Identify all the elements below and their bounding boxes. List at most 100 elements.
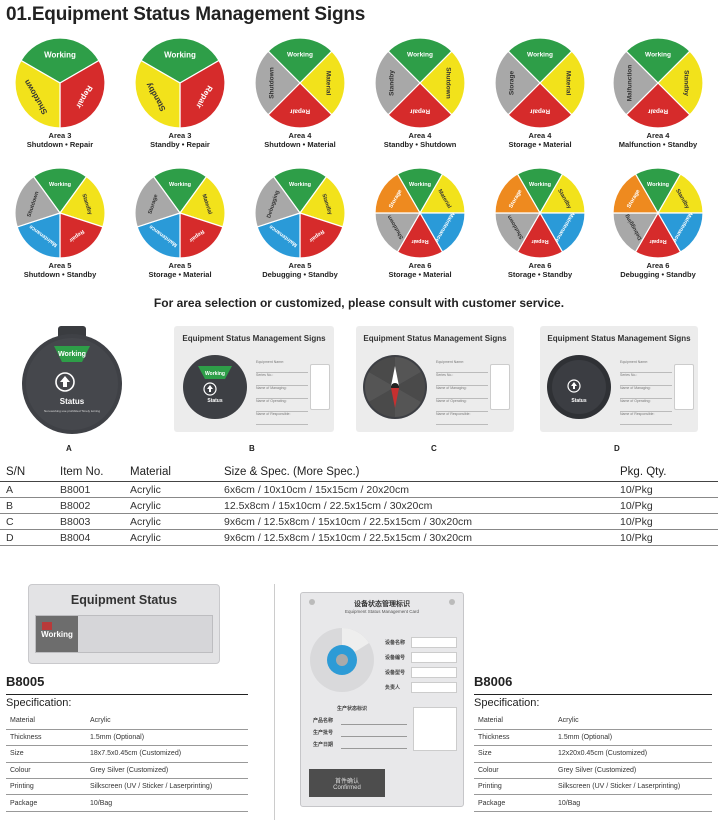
dial-segment-label: Working: [49, 182, 71, 188]
dial-area-label: Area 4: [408, 131, 432, 140]
status-dial: Working Standby Maintenance Repair Shutdown S…: [480, 166, 600, 279]
b8006-image-row-label: 负责人: [385, 685, 401, 691]
header-size-spec: Size & Spec. (More Spec.): [218, 462, 614, 482]
dial-segment: [634, 167, 682, 215]
dial-segment: [419, 50, 466, 116]
spec-value: 1.5mm (Optional): [554, 729, 712, 747]
dial-segment: [494, 50, 541, 116]
dial-segment-label: Repair: [531, 238, 549, 244]
dial-segment-label: Standby: [682, 70, 689, 96]
dial-segment-label: Repair: [289, 107, 310, 114]
dial-subtitle: Shutdown • Standby: [23, 270, 97, 279]
dial-segment-label: Working: [287, 52, 313, 59]
dial-segment-label: Working: [44, 51, 76, 60]
b8005-spec-list: Material Acrylic Thickness 1.5mm (Optional)…: [6, 713, 248, 812]
dial-segment: [625, 82, 691, 129]
spec-value: 1.5mm (Optional): [86, 729, 248, 747]
dial-segment-label: Repair: [409, 107, 430, 114]
dial-subtitle: Standby • Repair: [150, 140, 210, 149]
table-row: C B8003 Acrylic 9x6cm / 12.5x8cm / 15x10cm …: [0, 513, 718, 530]
spec-value: 10/Bag: [554, 794, 712, 812]
dial-area-label: Area 4: [288, 131, 312, 140]
spec-value: Acrylic: [86, 713, 248, 730]
product-c-image: Equipment Status Management Signs Equipm…: [356, 326, 514, 432]
b8005-spec-heading: Specification:: [6, 697, 72, 709]
status-dial: Working Standby Repair Maintenance Shutdown A…: [0, 166, 120, 279]
b8005-slider-slot: Working: [35, 615, 213, 653]
cell-material: Acrylic: [124, 513, 218, 530]
spec-value: Grey Silver (Customized): [86, 762, 248, 780]
table-row: B B8002 Acrylic 12.5x8cm / 15x10cm / 22.5x1…: [0, 497, 718, 514]
cell-pkg-qty: 10/Pkg: [614, 529, 718, 546]
spec-row: Package 10/Bag: [6, 794, 248, 812]
b8006-confirm-cn: 首件确认: [334, 778, 359, 785]
dial-segment: [494, 212, 542, 253]
dial-segment-label: Repair: [529, 107, 550, 114]
cell-item-no: B8004: [54, 529, 124, 546]
status-dial: Working Standby Maintenance Repair Debugging…: [598, 166, 718, 279]
cell-sn: C: [0, 513, 54, 530]
spec-row: Package 10/Bag: [474, 794, 712, 812]
status-dial: Working Repair Shutdown Area 3 Shutdown • Re…: [0, 36, 120, 149]
dial-segment-label: Working: [169, 182, 191, 188]
dial-segment-label: Storage: [509, 71, 516, 96]
product-c-title: Equipment Status Management Signs: [363, 334, 507, 343]
b8006-image-window: [413, 707, 457, 751]
b8005-model-rule: [6, 694, 248, 695]
status-dial: Working Material Repair Maintenance Storage A…: [120, 166, 240, 279]
dial-segment-label: Working: [409, 182, 431, 188]
cell-material: Acrylic: [124, 481, 218, 498]
dial-wheel: Working Shutdown Repair Standby: [374, 37, 466, 129]
product-row: Working Status Non-working use prohibite…: [0, 322, 718, 462]
product-d-fields: Equipment Name: Series No.: Name of Managi…: [620, 360, 672, 425]
dial-segment: [656, 173, 704, 214]
cell-size-spec: 6x6cm / 10x10cm / 15x15cm / 20x20cm: [218, 481, 614, 498]
dial-segment: [272, 167, 328, 215]
spec-row: Thickness 1.5mm (Optional): [474, 729, 712, 747]
cell-material: Acrylic: [124, 529, 218, 546]
product-b-image: Equipment Status Management Signs Workin…: [174, 326, 334, 432]
dial-segment: [538, 212, 586, 253]
spec-value: 12x20x0.45cm (Customized): [554, 745, 712, 763]
dial-segment: [299, 50, 346, 116]
dial-segment: [152, 167, 208, 215]
dial-area-label: Area 5: [288, 261, 312, 270]
dial-segment: [136, 212, 181, 259]
dial-wheel: Working Material Repair Shutdown: [254, 37, 346, 129]
dial-segment-label: Material: [564, 71, 571, 96]
card-field-line: Series No.:: [620, 373, 672, 386]
spec-row: Size 18x7.5x0.45cm (Customized): [6, 745, 248, 763]
status-dial: Working Repair Standby Area 3 Standby • Repa…: [120, 36, 240, 149]
header-pkg-qty: Pkg. Qty.: [614, 462, 718, 482]
cell-sn: D: [0, 529, 54, 546]
spec-row: Colour Grey Silver (Customized): [474, 762, 712, 780]
dial-segment: [387, 82, 453, 129]
dial-wheel: WorkingMaterialMaintenanceRepairShutdown…: [374, 167, 466, 259]
cell-size-spec: 9x6cm / 12.5x8cm / 15x10cm / 22.5x15cm /…: [218, 513, 614, 530]
dial-segment: [396, 167, 444, 215]
dial-segment-label: Material: [324, 71, 331, 96]
product-d-image: Equipment Status Management Signs Status…: [540, 326, 698, 432]
spec-value: 18x7.5x0.45cm (Customized): [86, 745, 248, 763]
status-dial: Working Material Repair Shutdown Area 4 Shutd…: [240, 36, 360, 149]
dial-segment: [254, 50, 301, 116]
dial-wheel: Working Standby Repair Malfunction: [612, 37, 704, 129]
spec-key: Colour: [6, 762, 86, 780]
dial-segment: [299, 212, 344, 259]
b8006-model-rule: [474, 694, 712, 695]
dial-segment: [134, 175, 181, 228]
dial-segment: [516, 167, 564, 215]
dial-segment-label: Working: [529, 182, 551, 188]
header-sn: S/N: [0, 462, 54, 482]
product-b-window-text: Working: [205, 371, 225, 377]
spec-key: Printing: [6, 778, 86, 796]
status-dial: Working Material Maintenance Repair Shutdown…: [360, 166, 480, 279]
dial-subtitle: Debugging • Standby: [620, 270, 696, 279]
dial-segment: [134, 59, 181, 129]
b8006-image-row-label: 设备名称: [385, 640, 406, 646]
product-c-label: C: [431, 444, 437, 453]
dial-segment-label: Working: [407, 52, 433, 59]
spec-key: Package: [474, 794, 554, 812]
dial-area-label: Area 4: [528, 131, 552, 140]
dial-segment-label: Repair: [647, 107, 668, 114]
